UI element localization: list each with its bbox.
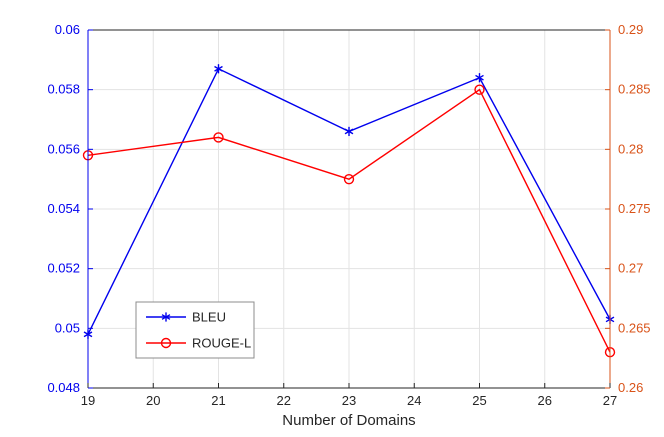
tick-label: 26: [538, 393, 552, 408]
legend-circle-marker: [160, 337, 172, 349]
tick-label: 20: [146, 393, 160, 408]
legend-label: BLEU: [192, 310, 226, 325]
tick-label: 0.265: [618, 320, 651, 335]
tick-label: 0.05: [55, 320, 80, 335]
tick-label: 0.275: [618, 201, 651, 216]
tick-label: 24: [407, 393, 421, 408]
tick-label: 0.052: [47, 261, 80, 276]
tick-label: 0.285: [618, 82, 651, 97]
tick-label: 25: [472, 393, 486, 408]
tick-label: 0.056: [47, 141, 80, 156]
tick-label: 0.058: [47, 82, 80, 97]
circle-marker: [213, 132, 224, 143]
circle-marker: [343, 173, 355, 185]
tick-label: 0.06: [55, 22, 80, 37]
tick-label: 19: [81, 393, 95, 408]
tick-label: 21: [211, 393, 225, 408]
tick-label: 0.26: [618, 380, 643, 395]
series-rouge-l: [82, 84, 616, 358]
data-line: [87, 88, 611, 353]
legend-label: ROUGE-L: [192, 336, 251, 351]
x-axis-label: Number of Domains: [282, 412, 416, 429]
series-bleu: [83, 64, 615, 339]
tick-label: 27: [603, 393, 617, 408]
x-axis: 19 20 21 22 23 24 25 26 27: [81, 383, 617, 408]
tick-label: 0.29: [618, 22, 643, 37]
tick-label: 0.28: [618, 141, 643, 156]
legend: BLEU ROUGE-L: [135, 301, 255, 359]
circle-marker: [474, 84, 485, 95]
tick-label: 0.054: [47, 201, 80, 216]
tick-label: 0.27: [618, 261, 643, 276]
right-y-axis: 0.26 0.265 0.27 0.275 0.28 0.285 0.29: [605, 22, 651, 395]
tick-label: 22: [277, 393, 291, 408]
tick-label: 23: [342, 393, 356, 408]
left-y-axis: 0.048 0.05 0.052 0.054 0.056 0.058 0.06: [47, 22, 93, 395]
tick-label: 0.048: [47, 380, 80, 395]
legend-box: [135, 301, 255, 359]
